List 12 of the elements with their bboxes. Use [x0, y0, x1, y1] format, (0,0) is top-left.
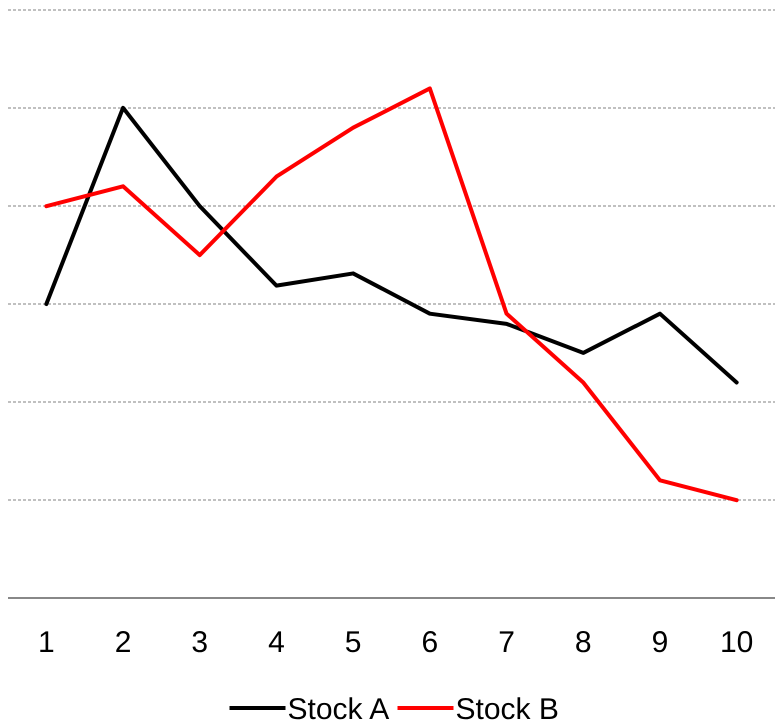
x-tick-label: 3: [191, 626, 208, 659]
x-tick-label: 6: [422, 626, 438, 659]
x-tick-label: 8: [574, 626, 592, 659]
x-tick-label: 9: [652, 626, 668, 659]
x-tick-label: 1: [38, 626, 55, 659]
x-tick-label: 7: [498, 626, 515, 659]
legend-label: Stock B: [456, 693, 559, 726]
x-tick-label: 4: [268, 626, 285, 659]
x-tick-label: 5: [344, 626, 362, 659]
x-tick-label: 2: [114, 626, 132, 659]
legend-label: Stock A: [288, 693, 390, 726]
x-tick-label: 10: [720, 626, 754, 659]
